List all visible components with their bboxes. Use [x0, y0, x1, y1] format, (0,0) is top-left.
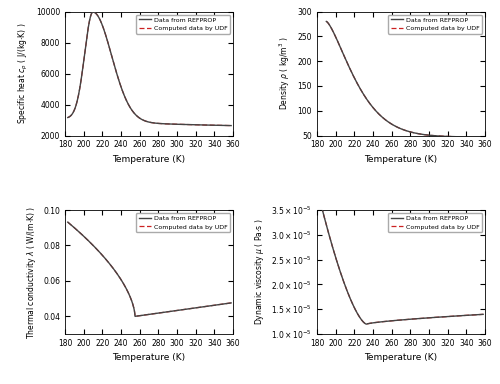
Computed data by UDF — [416, 316, 422, 321]
Computed data by UDF — [458, 134, 464, 139]
Computed data by UDF — [412, 131, 418, 135]
Data from REFPROP — [480, 135, 486, 139]
X-axis label: Temperature (K): Temperature (K) — [112, 354, 186, 362]
Computed data by UDF — [169, 309, 175, 313]
X-axis label: Temperature (K): Temperature (K) — [112, 155, 186, 164]
Computed data by UDF — [164, 122, 170, 126]
Y-axis label: Specific heat $c_p$ ( J/(kg$\cdot$K) ): Specific heat $c_p$ ( J/(kg$\cdot$K) ) — [17, 23, 30, 124]
Line: Data from REFPROP: Data from REFPROP — [68, 12, 231, 126]
Data from REFPROP — [421, 132, 427, 137]
Data from REFPROP — [189, 122, 195, 127]
X-axis label: Temperature (K): Temperature (K) — [364, 155, 438, 164]
Y-axis label: Density $\rho$ ( kg/m$^3$ ): Density $\rho$ ( kg/m$^3$ ) — [278, 36, 292, 111]
Data from REFPROP — [416, 316, 422, 321]
Data from REFPROP — [228, 301, 234, 305]
Computed data by UDF — [132, 314, 138, 319]
Data from REFPROP — [317, 197, 323, 202]
Line: Data from REFPROP: Data from REFPROP — [320, 200, 483, 324]
Computed data by UDF — [421, 316, 427, 321]
Computed data by UDF — [416, 131, 422, 136]
Computed data by UDF — [169, 122, 175, 126]
Data from REFPROP — [65, 220, 71, 224]
Computed data by UDF — [65, 115, 71, 120]
Data from REFPROP — [90, 10, 96, 14]
Data from REFPROP — [65, 115, 71, 120]
Data from REFPROP — [75, 96, 81, 101]
Data from REFPROP — [364, 322, 370, 326]
Computed data by UDF — [206, 123, 212, 127]
Line: Computed data by UDF: Computed data by UDF — [68, 222, 231, 316]
Data from REFPROP — [440, 134, 446, 139]
Computed data by UDF — [327, 23, 333, 28]
X-axis label: Temperature (K): Temperature (K) — [364, 354, 438, 362]
Data from REFPROP — [169, 122, 175, 126]
Data from REFPROP — [327, 235, 333, 240]
Computed data by UDF — [160, 121, 166, 126]
Data from REFPROP — [480, 312, 486, 317]
Data from REFPROP — [412, 131, 418, 135]
Computed data by UDF — [364, 322, 370, 326]
Data from REFPROP — [160, 121, 166, 126]
Data from REFPROP — [164, 122, 170, 126]
Computed data by UDF — [189, 306, 195, 311]
Legend: Data from REFPROP, Computed data by UDF: Data from REFPROP, Computed data by UDF — [136, 213, 230, 232]
Data from REFPROP — [169, 309, 175, 313]
Computed data by UDF — [65, 220, 71, 224]
Computed data by UDF — [480, 135, 486, 139]
Data from REFPROP — [228, 123, 234, 128]
Computed data by UDF — [317, 197, 323, 202]
Legend: Data from REFPROP, Computed data by UDF: Data from REFPROP, Computed data by UDF — [388, 15, 482, 33]
Legend: Data from REFPROP, Computed data by UDF: Data from REFPROP, Computed data by UDF — [136, 15, 230, 33]
Computed data by UDF — [440, 134, 446, 139]
Data from REFPROP — [441, 314, 447, 319]
Computed data by UDF — [458, 313, 464, 318]
Line: Computed data by UDF: Computed data by UDF — [326, 22, 483, 137]
Data from REFPROP — [206, 123, 212, 127]
Y-axis label: Dynamic viscosity $\mu$ ( Pa$\cdot$s ): Dynamic viscosity $\mu$ ( Pa$\cdot$s ) — [253, 219, 266, 325]
Data from REFPROP — [458, 313, 464, 318]
Computed data by UDF — [206, 304, 212, 308]
Data from REFPROP — [164, 310, 170, 314]
Data from REFPROP — [421, 316, 427, 321]
Computed data by UDF — [412, 316, 418, 321]
Computed data by UDF — [75, 96, 81, 101]
Computed data by UDF — [90, 10, 96, 14]
Computed data by UDF — [421, 132, 427, 137]
Computed data by UDF — [160, 310, 166, 315]
Line: Data from REFPROP: Data from REFPROP — [326, 22, 483, 137]
Data from REFPROP — [416, 131, 422, 136]
Data from REFPROP — [327, 23, 333, 28]
Data from REFPROP — [189, 306, 195, 311]
Data from REFPROP — [458, 134, 464, 139]
Computed data by UDF — [480, 312, 486, 317]
Y-axis label: Thermal conductivity $\lambda$ ( W/(m$\cdot$K) ): Thermal conductivity $\lambda$ ( W/(m$\c… — [24, 205, 38, 339]
Computed data by UDF — [228, 301, 234, 305]
Computed data by UDF — [327, 235, 333, 240]
Legend: Data from REFPROP, Computed data by UDF: Data from REFPROP, Computed data by UDF — [388, 213, 482, 232]
Computed data by UDF — [164, 310, 170, 314]
Line: Computed data by UDF: Computed data by UDF — [320, 200, 483, 324]
Line: Computed data by UDF: Computed data by UDF — [68, 12, 231, 126]
Data from REFPROP — [412, 316, 418, 321]
Data from REFPROP — [75, 228, 81, 233]
Computed data by UDF — [228, 123, 234, 128]
Computed data by UDF — [441, 314, 447, 319]
Data from REFPROP — [132, 314, 138, 319]
Data from REFPROP — [206, 304, 212, 308]
Computed data by UDF — [189, 122, 195, 127]
Line: Data from REFPROP: Data from REFPROP — [68, 222, 231, 316]
Data from REFPROP — [160, 310, 166, 315]
Computed data by UDF — [75, 228, 81, 233]
